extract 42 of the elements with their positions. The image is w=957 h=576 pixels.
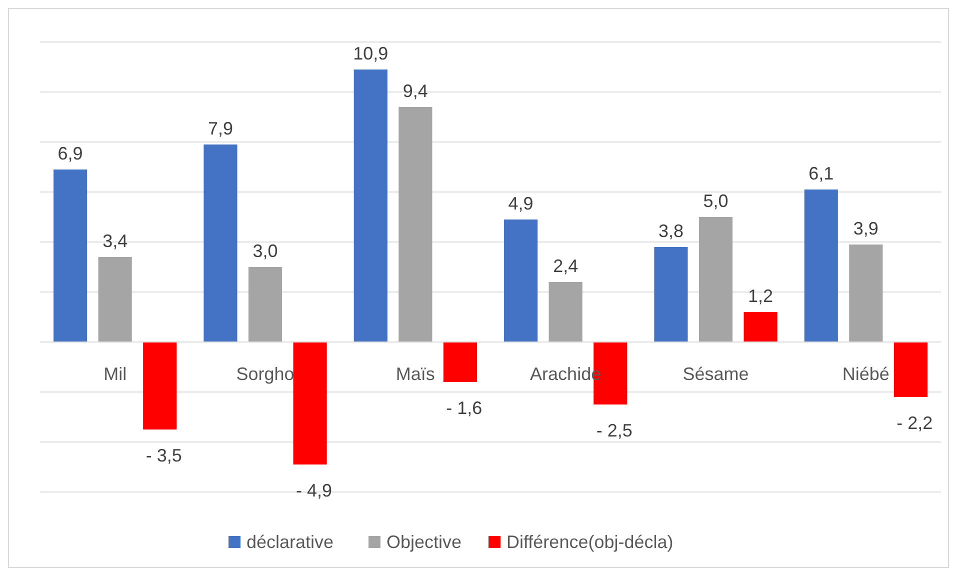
bar (204, 144, 238, 342)
bar (654, 247, 688, 342)
data-label: 3,8 (658, 221, 684, 241)
bar (744, 312, 778, 342)
legend-label: Différence(obj-décla) (506, 532, 674, 552)
bar (293, 342, 327, 464)
bar (143, 342, 177, 430)
data-label: 9,4 (402, 81, 428, 101)
x-tick-label: Mil (104, 364, 127, 384)
data-label: 6,9 (58, 144, 83, 164)
data-label: - 2,5 (596, 420, 632, 440)
bar (443, 342, 477, 382)
bar (894, 342, 928, 397)
bar (548, 282, 582, 342)
legend-label: Objective (386, 532, 462, 552)
bar (54, 170, 88, 342)
bar (98, 257, 132, 342)
bar (849, 244, 883, 342)
bar (504, 220, 538, 342)
data-label: 3,4 (102, 231, 128, 251)
data-label: 4,9 (508, 194, 534, 214)
data-label: 3,0 (252, 241, 278, 261)
data-label: - 2,2 (896, 413, 933, 433)
data-label: 7,9 (208, 118, 233, 138)
bar (398, 107, 432, 342)
bar (804, 190, 838, 342)
x-tick-label: Sésame (682, 364, 749, 384)
data-label: 3,9 (853, 218, 878, 238)
legend-label: déclarative (246, 532, 334, 552)
data-label: - 1,6 (446, 398, 482, 418)
bar (248, 267, 282, 342)
data-label: 1,2 (748, 286, 774, 306)
data-label: 10,9 (353, 44, 388, 64)
bar (354, 70, 388, 342)
bar (698, 217, 733, 342)
data-label: 6,1 (808, 164, 834, 184)
data-label: - 4,9 (296, 480, 332, 500)
x-tick-label: Niébé (842, 364, 890, 384)
data-label: 2,4 (553, 256, 578, 276)
data-label: - 3,5 (146, 446, 182, 466)
x-tick-label: Maïs (396, 364, 435, 384)
data-label: 5,0 (703, 191, 728, 211)
